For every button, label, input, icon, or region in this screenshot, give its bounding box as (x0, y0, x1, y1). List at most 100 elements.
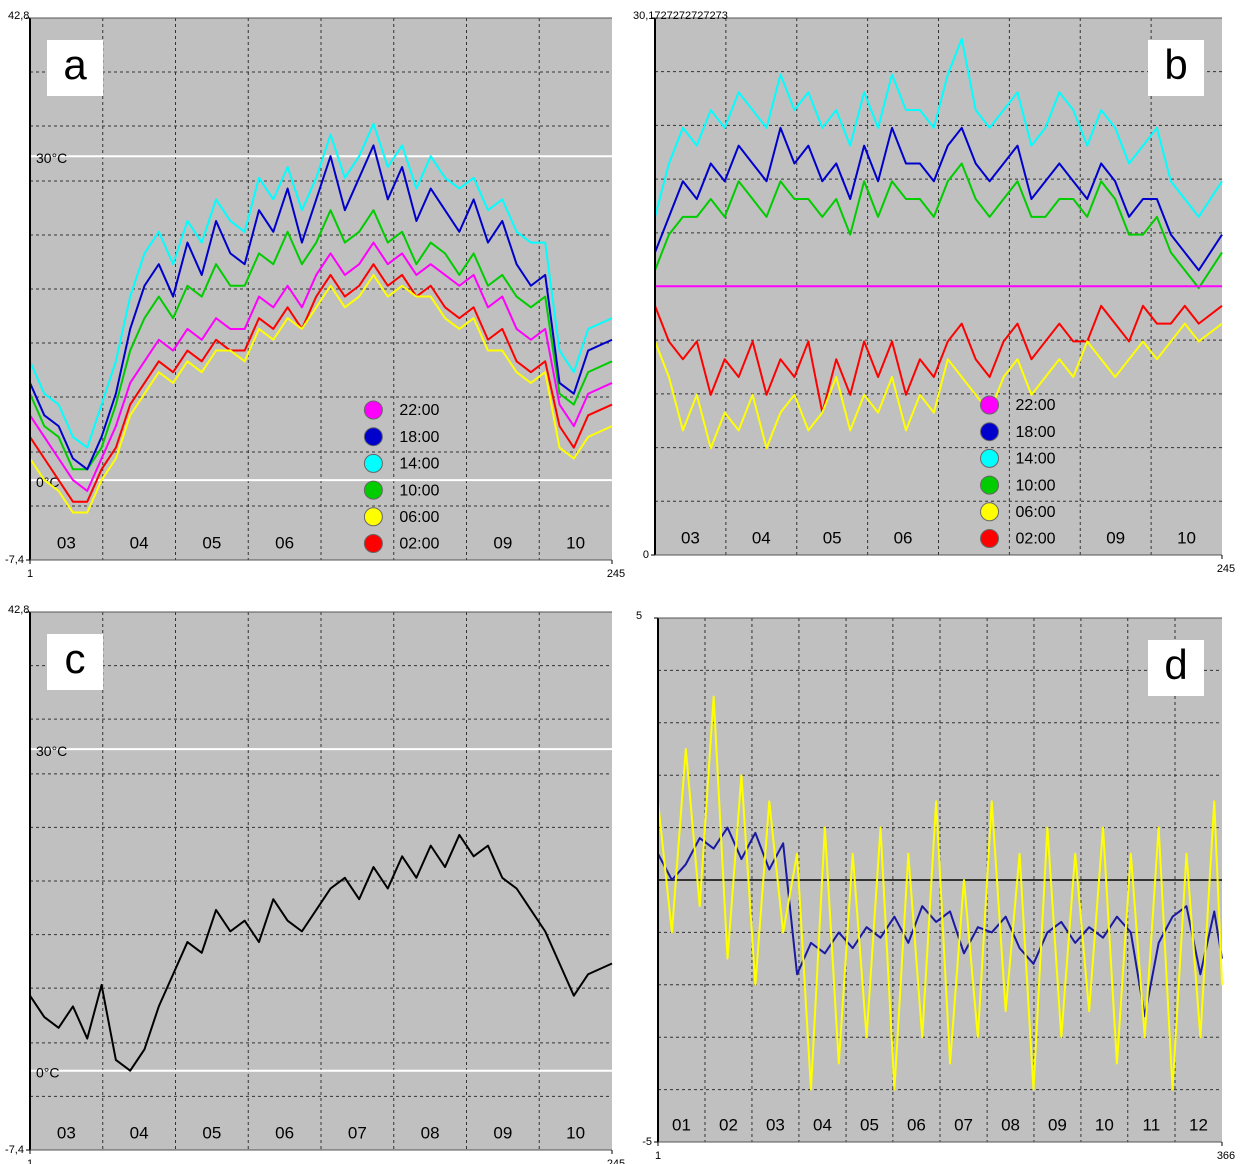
series-line (654, 304, 1223, 414)
series-line (29, 273, 613, 514)
month-label: 05 (823, 528, 842, 547)
month-label: 04 (130, 1123, 149, 1142)
legend-label: 14:00 (1016, 451, 1056, 468)
month-label: 07 (954, 1115, 973, 1134)
month-label: 03 (681, 528, 700, 547)
series-line (29, 263, 613, 503)
month-label: 07 (348, 1123, 367, 1142)
month-label: 04 (130, 533, 149, 552)
y-tick-label: 0 (643, 549, 649, 561)
reference-label: 0°C (36, 1064, 60, 1080)
panel: 30°C0°C03 04 05 06 09 10-7,442,81 24522:0018:0… (5, 10, 625, 580)
y-tick-label: -7,4 (5, 554, 24, 566)
legend-label: 18:00 (1016, 424, 1056, 441)
legend-swatch (363, 507, 383, 527)
panel: 30°C 0°C 03 04 05 06 07 08 09 10 -7,4 42,8 1 245 c (5, 604, 625, 1164)
month-label: 03 (57, 533, 76, 552)
month-label: 03 (766, 1115, 785, 1134)
legend-label: 02:00 (399, 536, 439, 553)
month-label: 09 (493, 533, 512, 552)
panel-label-box (47, 40, 103, 96)
month-label: 09 (1048, 1115, 1067, 1134)
x-tick-label: 245 (1217, 563, 1235, 575)
legend-swatch (363, 480, 383, 500)
x-tick-label: 245 (607, 1158, 625, 1164)
legend-label: 02:00 (1016, 531, 1056, 548)
month-label: 05 (202, 533, 221, 552)
month-label: 12 (1189, 1115, 1208, 1134)
x-tick-label: 1 (655, 1150, 661, 1162)
month-label: 11 (1143, 1115, 1161, 1134)
panel-label-box (1148, 40, 1204, 96)
month-label: 10 (566, 1123, 585, 1142)
y-tick-label: 42,8 (8, 10, 29, 22)
legend-label: 14:00 (399, 456, 439, 473)
panel-label-box (1148, 640, 1204, 696)
legend-swatch (980, 475, 1000, 495)
month-label: 08 (1001, 1115, 1020, 1134)
legend-label: 10:00 (399, 482, 439, 499)
legend-swatch (980, 502, 1000, 522)
y-tick-label: -5 (642, 1136, 652, 1148)
series-line (29, 144, 613, 471)
month-label: 01 (672, 1115, 691, 1134)
legend-label: 22:00 (1016, 397, 1056, 414)
month-label: 03 (57, 1123, 76, 1142)
series-line (657, 695, 1223, 1091)
x-tick-label: 366 (1217, 1150, 1235, 1162)
month-label: 06 (907, 1115, 926, 1134)
y-tick-label: 5 (636, 610, 642, 622)
legend-swatch (980, 395, 1000, 415)
month-label: 09 (1106, 528, 1125, 547)
legend-swatch (980, 422, 1000, 442)
legend-label: 10:00 (1016, 477, 1056, 494)
month-label: 06 (894, 528, 913, 547)
legend-label: 06:00 (399, 509, 439, 526)
y-tick-label: 30,1727272727273 (633, 10, 728, 22)
reference-label: 30°C (36, 150, 67, 166)
panel-label: c (65, 635, 86, 682)
legend-label: 22:00 (399, 402, 439, 419)
month-label: 10 (1095, 1115, 1114, 1134)
series-line (654, 162, 1223, 290)
month-label: 04 (813, 1115, 832, 1134)
panel: 03 04 05 06 09 10 0 30,1727272727273 245 22:00 18:… (633, 10, 1235, 575)
series-line (654, 37, 1223, 218)
x-tick-label: 1 (27, 1158, 33, 1164)
legend-label: 06:00 (1016, 504, 1056, 521)
panel-label: d (1164, 641, 1187, 688)
y-tick-label: 42,8 (8, 604, 29, 616)
legend-swatch (363, 534, 383, 553)
month-label: 08 (421, 1123, 440, 1142)
y-tick-label: -7,4 (5, 1144, 24, 1156)
series-line (29, 833, 613, 1072)
x-tick-label: 1 (27, 568, 33, 580)
reference-label: 30°C (36, 743, 67, 759)
month-label: 05 (202, 1123, 221, 1142)
month-label: 09 (493, 1123, 512, 1142)
month-label: 05 (860, 1115, 879, 1134)
month-label: 06 (275, 1123, 294, 1142)
x-tick-label: 245 (607, 568, 625, 580)
legend-swatch (363, 453, 383, 473)
series-line (654, 322, 1223, 450)
panel: 01 02 03 04 05 06 07 08 09 10 11 12 -5 5 1 366 d (636, 610, 1235, 1162)
series-line (29, 209, 613, 471)
series-line (29, 122, 613, 449)
legend-swatch (980, 448, 1000, 468)
month-label: 04 (752, 528, 771, 547)
legend-swatch (363, 427, 383, 447)
series-line (29, 241, 613, 492)
series-line (654, 126, 1223, 272)
legend-swatch (980, 529, 1000, 548)
legend-swatch (363, 400, 383, 420)
month-label: 06 (275, 533, 294, 552)
month-label: 02 (719, 1115, 738, 1134)
panel-label-box (47, 634, 103, 690)
panel-label: b (1164, 41, 1187, 88)
legend-label: 18:00 (399, 429, 439, 446)
panel-label: a (63, 41, 87, 88)
month-label: 10 (1177, 528, 1196, 547)
month-label: 10 (566, 533, 585, 552)
